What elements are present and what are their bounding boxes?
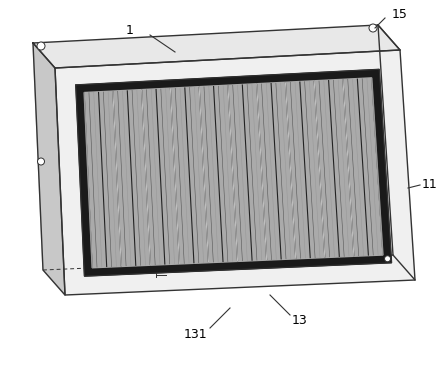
Polygon shape xyxy=(33,25,400,68)
Circle shape xyxy=(369,24,377,32)
Polygon shape xyxy=(84,78,383,268)
Text: 13: 13 xyxy=(292,314,308,326)
Text: 15: 15 xyxy=(392,8,408,22)
Circle shape xyxy=(37,42,45,50)
Polygon shape xyxy=(55,50,415,295)
Polygon shape xyxy=(76,69,392,276)
Circle shape xyxy=(38,158,44,165)
Text: 131: 131 xyxy=(183,329,207,341)
Text: 11: 11 xyxy=(422,179,438,191)
Polygon shape xyxy=(33,43,65,295)
Circle shape xyxy=(385,256,391,262)
Text: 1: 1 xyxy=(126,23,134,37)
